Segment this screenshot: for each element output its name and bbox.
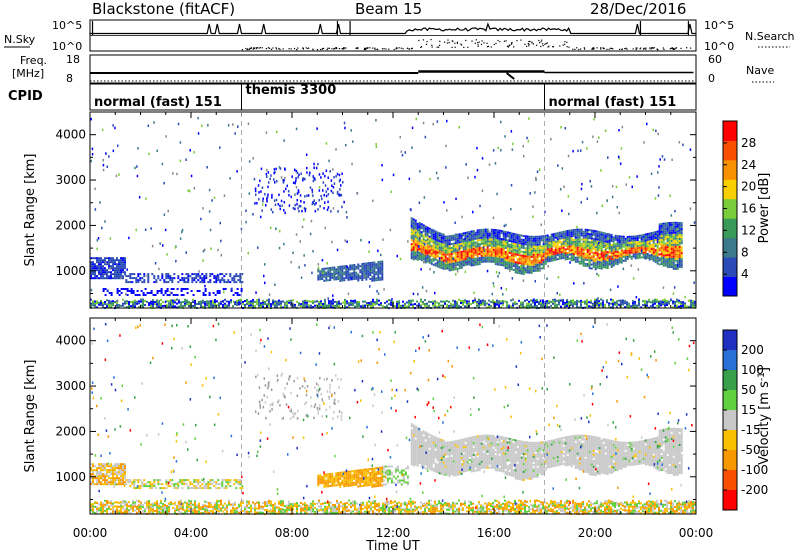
freq-tick-bottom: 8: [66, 72, 73, 85]
freq-trace: [90, 70, 696, 82]
ytick-label-3000: 3000: [55, 173, 86, 187]
cpid-segment-1: themis 3300: [246, 83, 337, 98]
velocity-colorbar-swatch-7: [723, 470, 737, 491]
noise-sky-trace: [89, 22, 696, 35]
velocity-colorbar-swatch-1: [723, 350, 737, 371]
noise-search-trace: [91, 21, 692, 51]
cpid-segment-0: normal (fast) 151: [94, 95, 222, 110]
velocity-colorbar-swatch-0: [723, 330, 737, 351]
ytick-label-2000: 2000: [55, 218, 86, 232]
power-panel: 1000 2000 3000 4000 Slant Range [km] 28 24 20…: [23, 111, 772, 310]
velocity-colorbar: 200 100 50 15 -15 -50 -100 -200: [722, 329, 768, 511]
freq-label-line1: Freq.: [20, 54, 47, 67]
velocity-colorbar-swatch-5: [723, 430, 737, 451]
power-colorbar-swatch-0: [723, 276, 737, 297]
velocity-colorbar-tick-3: 15: [741, 403, 756, 417]
xtick-label-0: 00:00: [73, 526, 108, 540]
ytick-label-3000: 3000: [55, 379, 86, 393]
velocity-colorbar-swatch-4: [723, 410, 737, 431]
power-colorbar-tick-6: 4: [741, 267, 749, 281]
xtick-label-1: 04:00: [174, 526, 209, 540]
noise-tick-left-bottom: 10^0: [52, 40, 82, 53]
nave-label: Nave: [746, 64, 774, 77]
power-colorbar-tick-0: 28: [741, 136, 756, 150]
velocity-colorbar-label: Velocity [m s-1]: [757, 367, 772, 465]
beam-label: Beam 15: [355, 0, 422, 18]
power-colorbar-swatch-4: [723, 198, 737, 219]
noise-tick-right-bottom: 10^0: [704, 40, 734, 53]
cpid-segments: normal (fast) 151 themis 3300 normal (fast…: [94, 83, 676, 110]
power-colorbar-swatch-2: [723, 237, 737, 258]
power-colorbar-tick-4: 12: [741, 223, 756, 237]
velocity-colorbar-label-exp: -1: [757, 372, 767, 381]
power-y-label: Slant Range [km]: [23, 154, 38, 267]
freq-panel: Freq. [MHz] 18 8 60 0 Nave: [12, 53, 774, 85]
velocity-colorbar-tick-4: -15: [741, 423, 761, 437]
power-colorbar-tick-5: 8: [741, 245, 749, 259]
velocity-colorbar-tick-7: -200: [741, 483, 768, 497]
power-colorbar-tick-2: 20: [741, 180, 756, 194]
power-colorbar-swatch-7: [723, 140, 737, 161]
velocity-colorbar-label-text: Velocity [m s: [757, 381, 772, 465]
velocity-heatmap: [90, 322, 696, 516]
noise-tick-right-top: 10^5: [704, 19, 734, 32]
station-title: Blackstone (fitACF): [92, 0, 235, 18]
date-label: 28/Dec/2016: [590, 0, 686, 18]
noise-tick-left-top: 10^5: [52, 19, 82, 32]
ytick-label-4000: 4000: [55, 128, 86, 142]
xtick-label-6: 00:00: [679, 526, 714, 540]
velocity-colorbar-tick-1: 100: [741, 363, 764, 377]
velocity-colorbar-tick-0: 200: [741, 343, 764, 357]
ytick-label-1000: 1000: [55, 470, 86, 484]
ytick-label-1000: 1000: [55, 264, 86, 278]
freq-tick-top: 18: [66, 53, 80, 66]
cpid-label: CPID: [8, 89, 43, 104]
velocity-colorbar-swatch-8: [723, 490, 737, 511]
power-colorbar-swatch-3: [723, 218, 737, 239]
power-colorbar-label: Power [dB]: [757, 173, 772, 244]
noise-sky-label: N.Sky: [4, 33, 36, 46]
power-colorbar: 28 24 20 16 12 8 4: [722, 120, 756, 297]
power-colorbar-tick-1: 24: [741, 158, 756, 172]
velocity-colorbar-swatch-2: [723, 370, 737, 391]
velocity-axes: 1000 2000 3000 4000 00:00 04:00 08:00 12:00 16:0…: [55, 317, 714, 540]
xtick-label-4: 16:00: [477, 526, 512, 540]
velocity-colorbar-swatch-6: [723, 450, 737, 471]
power-colorbar-swatch-5: [723, 179, 737, 200]
power-colorbar-swatch-8: [723, 121, 737, 141]
xtick-label-2: 08:00: [275, 526, 310, 540]
power-colorbar-swatch-6: [723, 159, 737, 180]
velocity-colorbar-tick-2: 50: [741, 383, 756, 397]
power-heatmap: [90, 116, 696, 310]
power-colorbar-swatch-1: [723, 257, 737, 277]
velocity-colorbar-tick-6: -100: [741, 463, 768, 477]
velocity-panel: 1000 2000 3000 4000 00:00 04:00 08:00 12:00 16:0…: [23, 317, 772, 554]
xtick-label-5: 20:00: [578, 526, 613, 540]
ytick-label-4000: 4000: [55, 334, 86, 348]
ytick-label-2000: 2000: [55, 424, 86, 438]
velocity-y-label: Slant Range [km]: [23, 360, 38, 473]
power-axes: 1000 2000 3000 4000: [55, 111, 697, 308]
nave-tick-bottom: 0: [708, 72, 715, 85]
power-colorbar-tick-3: 16: [741, 202, 756, 216]
nave-tick-top: 60: [708, 53, 722, 66]
velocity-colorbar-swatch-3: [723, 390, 737, 411]
noise-panel: N.Sky 10^5 10^0 10^5 10^0 N.Search: [4, 19, 795, 53]
xtick-label-3: 12:00: [376, 526, 411, 540]
x-axis-label: Time UT: [365, 539, 419, 554]
velocity-colorbar-tick-5: -50: [741, 443, 761, 457]
cpid-segment-2: normal (fast) 151: [549, 95, 677, 110]
velocity-colorbar-label-close: ]: [757, 367, 772, 372]
freq-label-line2: [MHz]: [12, 67, 44, 80]
noise-search-label: N.Search: [745, 30, 795, 43]
